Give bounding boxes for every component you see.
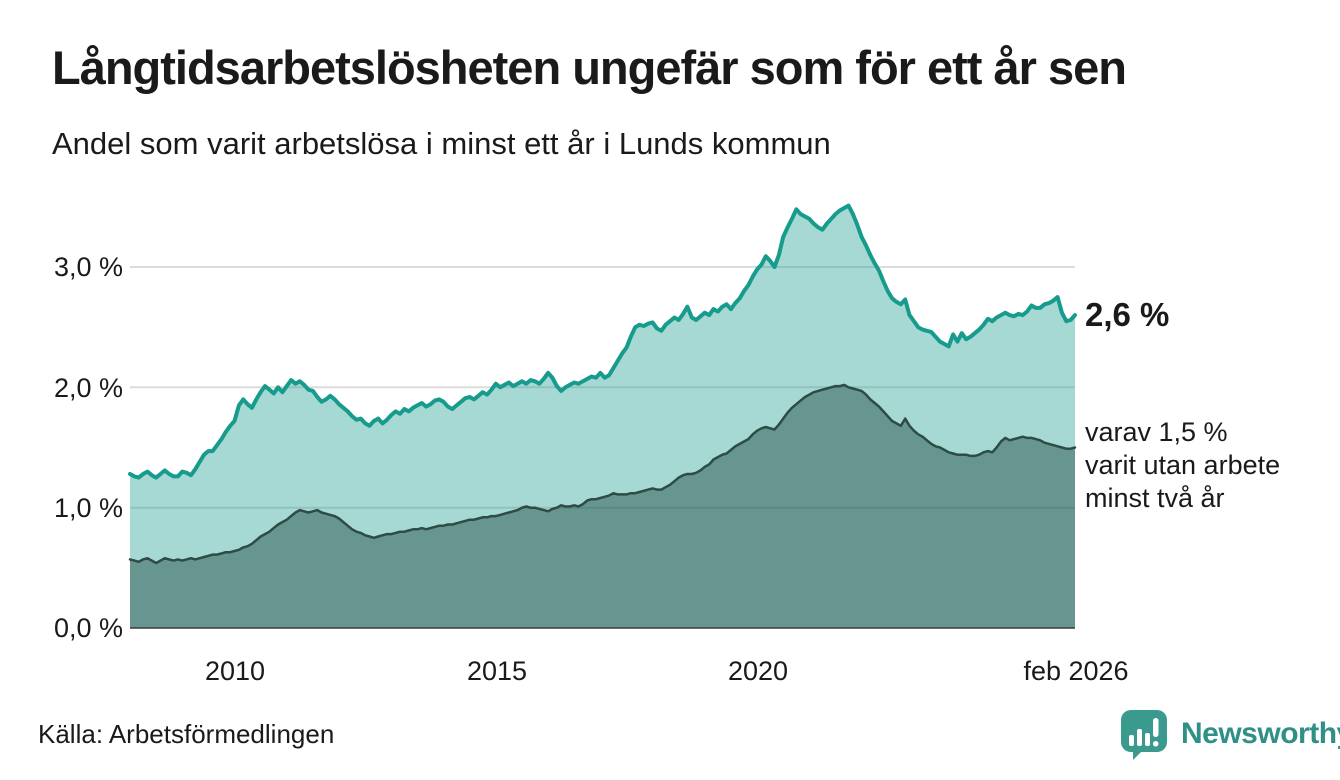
page-subtitle: Andel som varit arbetslösa i minst ett å… xyxy=(52,126,831,161)
secondary-series-label-line1: varav 1,5 % xyxy=(1085,417,1228,447)
end-value-label: 2,6 % xyxy=(1085,296,1170,333)
y-axis-tick-3: 3,0 % xyxy=(53,252,123,282)
newsworthy-logo: Newsworthy xyxy=(1119,708,1340,760)
x-axis-tick-feb-2026: feb 2026 xyxy=(1023,656,1129,686)
x-axis-tick-2010: 2010 xyxy=(204,656,266,686)
secondary-series-label: varav 1,5 % varit utan arbete minst två … xyxy=(1085,416,1280,515)
y-axis-tick-1: 1,0 % xyxy=(53,493,123,523)
x-axis-tick-2020: 2020 xyxy=(727,656,789,686)
x-axis-tick-2015: 2015 xyxy=(466,656,528,686)
newsworthy-bubble-chart-icon xyxy=(1121,710,1167,760)
newsworthy-logo-text: Newsworthy xyxy=(1181,717,1340,750)
y-axis-tick-2: 2,0 % xyxy=(53,373,123,403)
source-note: Källa: Arbetsförmedlingen xyxy=(38,719,335,749)
secondary-series-label-line2: varit utan arbete xyxy=(1085,450,1281,480)
secondary-series-label-line3: minst två år xyxy=(1085,483,1225,513)
page-title: Långtidsarbetslösheten ungefär som för e… xyxy=(52,41,1127,94)
y-axis-tick-0: 0,0 % xyxy=(53,613,123,643)
